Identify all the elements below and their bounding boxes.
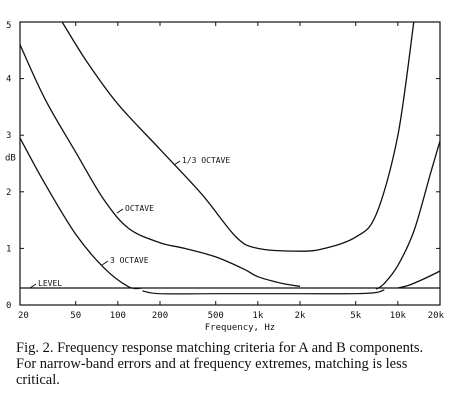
x-tick-label: 5k	[350, 311, 361, 321]
y-tick-label: 0	[6, 301, 11, 311]
x-axis-label: Frequency, Hz	[205, 323, 275, 333]
x-tick-label: 500	[208, 311, 224, 321]
y-tick-label: 3	[6, 131, 11, 141]
x-tick-label: 10k	[390, 311, 407, 321]
figure-caption: Fig. 2. Frequency response matching crit…	[16, 340, 424, 388]
axes	[19, 21, 441, 306]
series-octave-line-high	[375, 140, 441, 290]
series-label-octave: OCTAVE	[125, 204, 154, 213]
labels: 20 50 100 200 500 1k 2k 5k 10k 20k 0 1 2 3 4 5 Frequency…	[5, 21, 445, 333]
x-tick-label: 100	[110, 311, 126, 321]
x-tick-label: 50	[70, 311, 81, 321]
series-label-1-3-octave: 1/3 OCTAVE	[182, 156, 230, 165]
series-label-leader	[173, 160, 181, 166]
frequency-response-chart: 20 50 100 200 500 1k 2k 5k 10k 20k 0 1 2 3 4 5 Frequency…	[5, 21, 445, 333]
level-tolerance-curve	[142, 289, 385, 295]
series-label-3-octave: 3 OCTAVE	[110, 256, 149, 265]
series-3-octave-line-high	[397, 270, 441, 289]
series-label-level: LEVEL	[38, 279, 62, 288]
series-octave-line	[19, 44, 301, 287]
ticks	[19, 21, 441, 306]
y-tick-label: 5	[6, 21, 11, 31]
x-tick-label: 200	[152, 311, 168, 321]
y-axis-label: dB	[5, 154, 16, 164]
x-tick-label: 20	[18, 311, 29, 321]
y-tick-label: 1	[6, 244, 11, 254]
series-label-leader	[29, 283, 37, 289]
y-tick-label: 4	[6, 75, 11, 85]
series-label-leader	[101, 260, 109, 266]
curves	[19, 21, 441, 295]
series-label-leader	[116, 208, 124, 214]
x-tick-label: 20k	[428, 311, 445, 321]
plot-frame	[19, 21, 441, 306]
series-1-3-octave-line	[61, 21, 415, 252]
y-tick-label: 2	[6, 188, 11, 198]
x-tick-label: 2k	[295, 311, 306, 321]
x-tick-label: 1k	[252, 311, 263, 321]
